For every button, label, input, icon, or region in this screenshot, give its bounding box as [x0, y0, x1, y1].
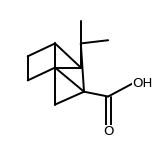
Text: O: O — [103, 125, 113, 138]
Text: OH: OH — [132, 77, 153, 90]
